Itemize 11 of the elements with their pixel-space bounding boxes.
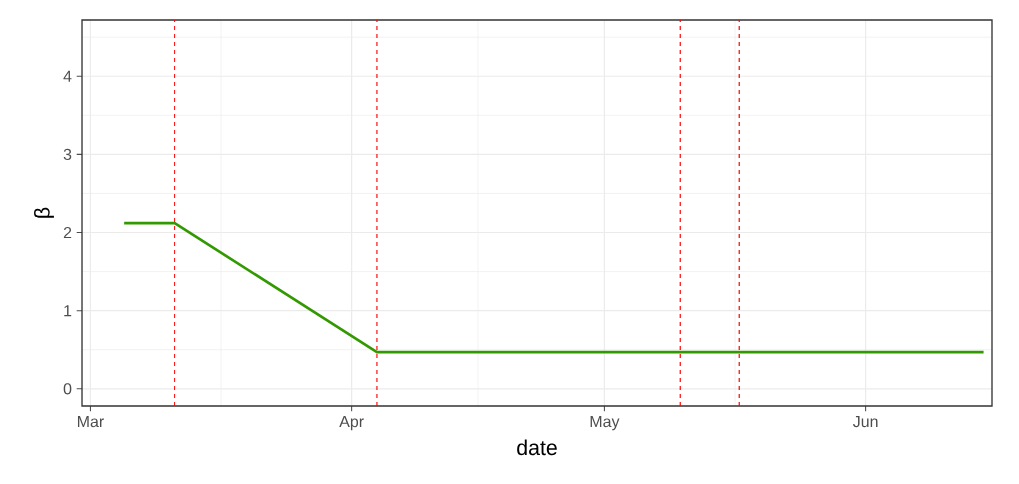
x-tick-label: Apr — [339, 416, 364, 431]
y-tick-label: 4 — [63, 70, 72, 82]
y-tick-label: 2 — [63, 226, 72, 239]
x-axis-title: date — [517, 439, 557, 456]
y-axis-title: β — [34, 207, 54, 218]
y-tick-label: 3 — [63, 148, 72, 161]
x-tick-label: Jun — [852, 416, 878, 428]
y-tick-label: 1 — [64, 305, 72, 317]
y-tick-label: 0 — [63, 383, 72, 395]
x-tick-label: May — [590, 416, 620, 431]
x-tick-label: Mar — [77, 416, 104, 428]
